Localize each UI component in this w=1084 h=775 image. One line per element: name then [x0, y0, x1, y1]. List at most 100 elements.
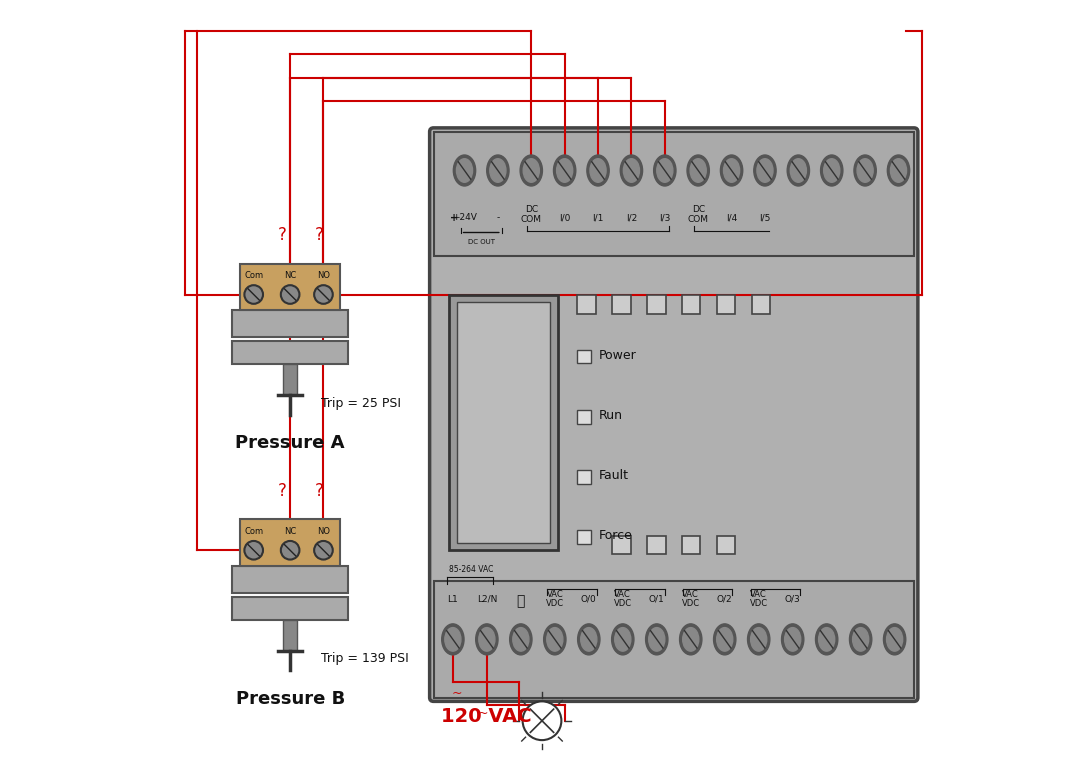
Ellipse shape — [623, 159, 640, 182]
Text: DC OUT: DC OUT — [467, 239, 494, 245]
Ellipse shape — [757, 159, 773, 182]
Bar — [232, 566, 348, 593]
Text: O/0: O/0 — [581, 594, 596, 604]
Bar — [232, 341, 348, 364]
Text: O/3: O/3 — [785, 594, 801, 604]
Ellipse shape — [581, 628, 597, 651]
Ellipse shape — [578, 624, 599, 655]
Ellipse shape — [890, 159, 906, 182]
Text: NO: NO — [317, 271, 330, 281]
Text: +24V: +24V — [452, 213, 477, 222]
Ellipse shape — [586, 155, 609, 186]
Text: 85-264 VAC: 85-264 VAC — [449, 564, 493, 573]
Bar — [456, 302, 550, 542]
Ellipse shape — [790, 159, 806, 182]
Bar — [577, 410, 591, 424]
Bar — [283, 364, 297, 395]
Ellipse shape — [509, 624, 532, 655]
Text: VAC: VAC — [682, 590, 699, 599]
Text: Com: Com — [244, 527, 263, 536]
Circle shape — [522, 701, 562, 740]
Bar — [232, 310, 348, 337]
Ellipse shape — [821, 155, 843, 186]
Text: COM: COM — [687, 215, 709, 225]
Text: Force: Force — [598, 529, 632, 542]
FancyBboxPatch shape — [429, 128, 918, 701]
Text: ?: ? — [278, 226, 287, 244]
Text: NC: NC — [284, 271, 296, 281]
Ellipse shape — [818, 628, 835, 651]
Text: VAC: VAC — [615, 590, 631, 599]
Text: I/5: I/5 — [759, 213, 771, 222]
Ellipse shape — [717, 628, 733, 651]
Ellipse shape — [713, 624, 736, 655]
Ellipse shape — [620, 155, 643, 186]
Ellipse shape — [487, 155, 509, 186]
Ellipse shape — [520, 155, 542, 186]
Ellipse shape — [546, 628, 563, 651]
Text: I/4: I/4 — [726, 213, 737, 222]
Circle shape — [281, 285, 299, 304]
Ellipse shape — [857, 159, 874, 182]
Bar — [682, 536, 700, 554]
Circle shape — [281, 541, 299, 560]
Text: O/1: O/1 — [649, 594, 664, 604]
Bar — [682, 295, 700, 314]
Bar — [577, 350, 591, 363]
Text: ⏚: ⏚ — [517, 594, 525, 608]
Text: 120 VAC: 120 VAC — [441, 708, 532, 726]
Ellipse shape — [753, 155, 776, 186]
Ellipse shape — [683, 628, 699, 651]
Ellipse shape — [646, 624, 668, 655]
Bar — [612, 295, 631, 314]
Text: ?: ? — [315, 482, 324, 500]
Bar — [647, 295, 666, 314]
Bar — [240, 264, 340, 310]
Ellipse shape — [544, 624, 566, 655]
Ellipse shape — [444, 628, 461, 651]
Ellipse shape — [441, 624, 464, 655]
Text: ?: ? — [278, 482, 287, 500]
Ellipse shape — [456, 159, 473, 182]
Ellipse shape — [654, 155, 676, 186]
Circle shape — [244, 285, 263, 304]
Ellipse shape — [556, 159, 572, 182]
Text: Pressure B: Pressure B — [235, 690, 345, 708]
Text: VDC: VDC — [682, 599, 700, 608]
Ellipse shape — [824, 159, 840, 182]
Text: Run: Run — [598, 409, 622, 422]
Bar — [449, 294, 557, 550]
Bar — [717, 295, 735, 314]
Bar — [283, 620, 297, 651]
Ellipse shape — [887, 628, 903, 651]
Ellipse shape — [883, 624, 906, 655]
Bar — [240, 519, 340, 566]
Text: L2/N: L2/N — [477, 594, 498, 604]
Ellipse shape — [590, 159, 606, 182]
Text: VAC: VAC — [750, 590, 767, 599]
Ellipse shape — [748, 624, 770, 655]
Text: VDC: VDC — [750, 599, 767, 608]
FancyBboxPatch shape — [434, 581, 914, 698]
Text: Com: Com — [244, 271, 263, 281]
Text: Pressure A: Pressure A — [235, 434, 345, 452]
Ellipse shape — [815, 624, 838, 655]
Bar — [612, 536, 631, 554]
Ellipse shape — [854, 155, 876, 186]
Ellipse shape — [782, 624, 804, 655]
Ellipse shape — [611, 624, 634, 655]
Ellipse shape — [680, 624, 702, 655]
Text: ~: ~ — [452, 687, 462, 700]
Text: I/1: I/1 — [592, 213, 604, 222]
Ellipse shape — [888, 155, 909, 186]
Ellipse shape — [476, 624, 498, 655]
Ellipse shape — [513, 628, 529, 651]
Text: Trip = 139 PSI: Trip = 139 PSI — [321, 653, 409, 665]
Ellipse shape — [479, 628, 495, 651]
Circle shape — [314, 541, 333, 560]
Text: ~: ~ — [478, 707, 488, 719]
FancyBboxPatch shape — [434, 132, 914, 256]
Ellipse shape — [750, 628, 766, 651]
Ellipse shape — [787, 155, 810, 186]
Ellipse shape — [850, 624, 872, 655]
